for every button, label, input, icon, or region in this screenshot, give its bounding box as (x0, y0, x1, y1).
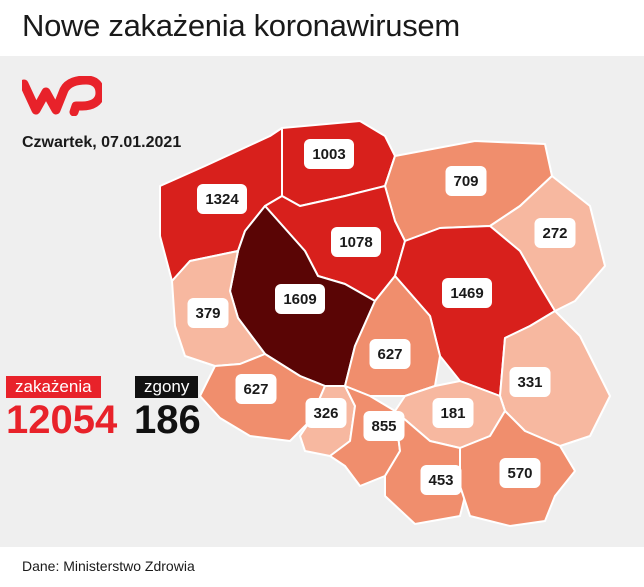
svg-text:1324: 1324 (205, 191, 239, 208)
svg-text:570: 570 (507, 465, 532, 482)
region-value-label: 181 (432, 398, 474, 428)
region-value-label: 1078 (331, 227, 381, 257)
source-note: Dane: Ministerstwo Zdrowia (22, 558, 195, 574)
region-value-label: 627 (369, 339, 411, 369)
region-value-label: 570 (499, 458, 541, 488)
svg-text:709: 709 (453, 173, 478, 190)
region-value-label: 453 (420, 465, 462, 495)
svg-text:855: 855 (371, 418, 396, 435)
map-panel: 1324 1003 709 272 1078 1609 379 1469 627 627 331 32… (0, 56, 644, 547)
svg-text:331: 331 (517, 374, 542, 391)
svg-text:181: 181 (440, 405, 465, 422)
deaths-legend-label: zgony (135, 376, 199, 398)
region-value-label: 627 (235, 374, 277, 404)
svg-text:627: 627 (243, 381, 268, 398)
wp-logo (22, 76, 102, 116)
svg-text:379: 379 (195, 305, 220, 322)
cases-total: 12054 (6, 398, 118, 442)
svg-text:627: 627 (377, 346, 402, 363)
poland-map: 1324 1003 709 272 1078 1609 379 1469 627 627 331 32… (159, 120, 611, 527)
region-value-label: 855 (363, 411, 405, 441)
region-value-label: 379 (187, 298, 229, 328)
date-label: Czwartek, 07.01.2021 (22, 134, 182, 151)
deaths-total: 186 (134, 398, 201, 442)
region-value-label: 326 (305, 398, 347, 428)
region-value-label: 1469 (442, 278, 492, 308)
svg-text:453: 453 (428, 472, 453, 489)
region-value-label: 1609 (275, 284, 325, 314)
cases-legend-label: zakażenia (6, 376, 101, 398)
region-value-label: 272 (534, 218, 576, 248)
svg-text:1609: 1609 (283, 291, 316, 308)
svg-text:1078: 1078 (339, 234, 372, 251)
region-value-label: 1324 (197, 184, 247, 214)
region-value-label: 1003 (304, 139, 354, 169)
svg-text:272: 272 (542, 225, 567, 242)
region-value-label: 331 (509, 367, 551, 397)
svg-text:1469: 1469 (450, 285, 483, 302)
page-title: Nowe zakażenia koronawirusem (22, 8, 460, 43)
svg-text:326: 326 (313, 405, 338, 422)
svg-text:1003: 1003 (312, 146, 345, 163)
region-value-label: 709 (445, 166, 487, 196)
